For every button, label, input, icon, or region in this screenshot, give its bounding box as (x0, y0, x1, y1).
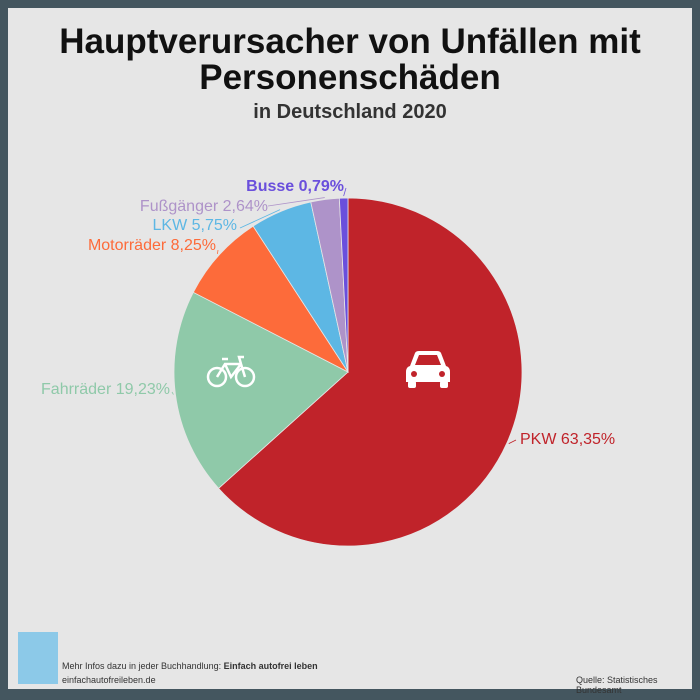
slice-label-5: Busse 0,79% (246, 178, 344, 195)
bicycle-icon (206, 355, 256, 388)
footer-info: Mehr Infos dazu in jeder Buchhandlung: E… (62, 661, 318, 671)
slice-label-2: Motorräder 8,25% (88, 237, 216, 254)
leader-line-4 (267, 197, 325, 207)
footer-source: Quelle: Statistisches Bundesamt (576, 675, 658, 695)
chart-title: Hauptverursacher von Unfällen mit Persone… (59, 22, 641, 97)
slice-label-1: Fahrräder 19,23% (41, 381, 170, 398)
slice-label-4: Fußgänger 2,64% (140, 198, 268, 215)
pie-slice-5 (338, 197, 349, 373)
slice-label-0: PKW 63,35% (520, 431, 615, 448)
footer-website[interactable]: einfachautofreileben.de (62, 675, 156, 685)
slice-label-3: LKW 5,75% (153, 217, 237, 234)
leader-line-0 (508, 439, 517, 444)
book-cover-image (18, 632, 58, 684)
leader-line-2 (217, 249, 219, 255)
leader-line-3 (239, 209, 281, 229)
pie-slice-0 (218, 197, 523, 547)
chart-subtitle: in Deutschland 2020 (253, 101, 447, 123)
leader-line-1 (171, 391, 174, 395)
leader-line-5 (343, 187, 347, 197)
pie-slice-2 (192, 225, 350, 374)
pie-slice-1 (173, 291, 349, 489)
car-icon (406, 351, 450, 388)
